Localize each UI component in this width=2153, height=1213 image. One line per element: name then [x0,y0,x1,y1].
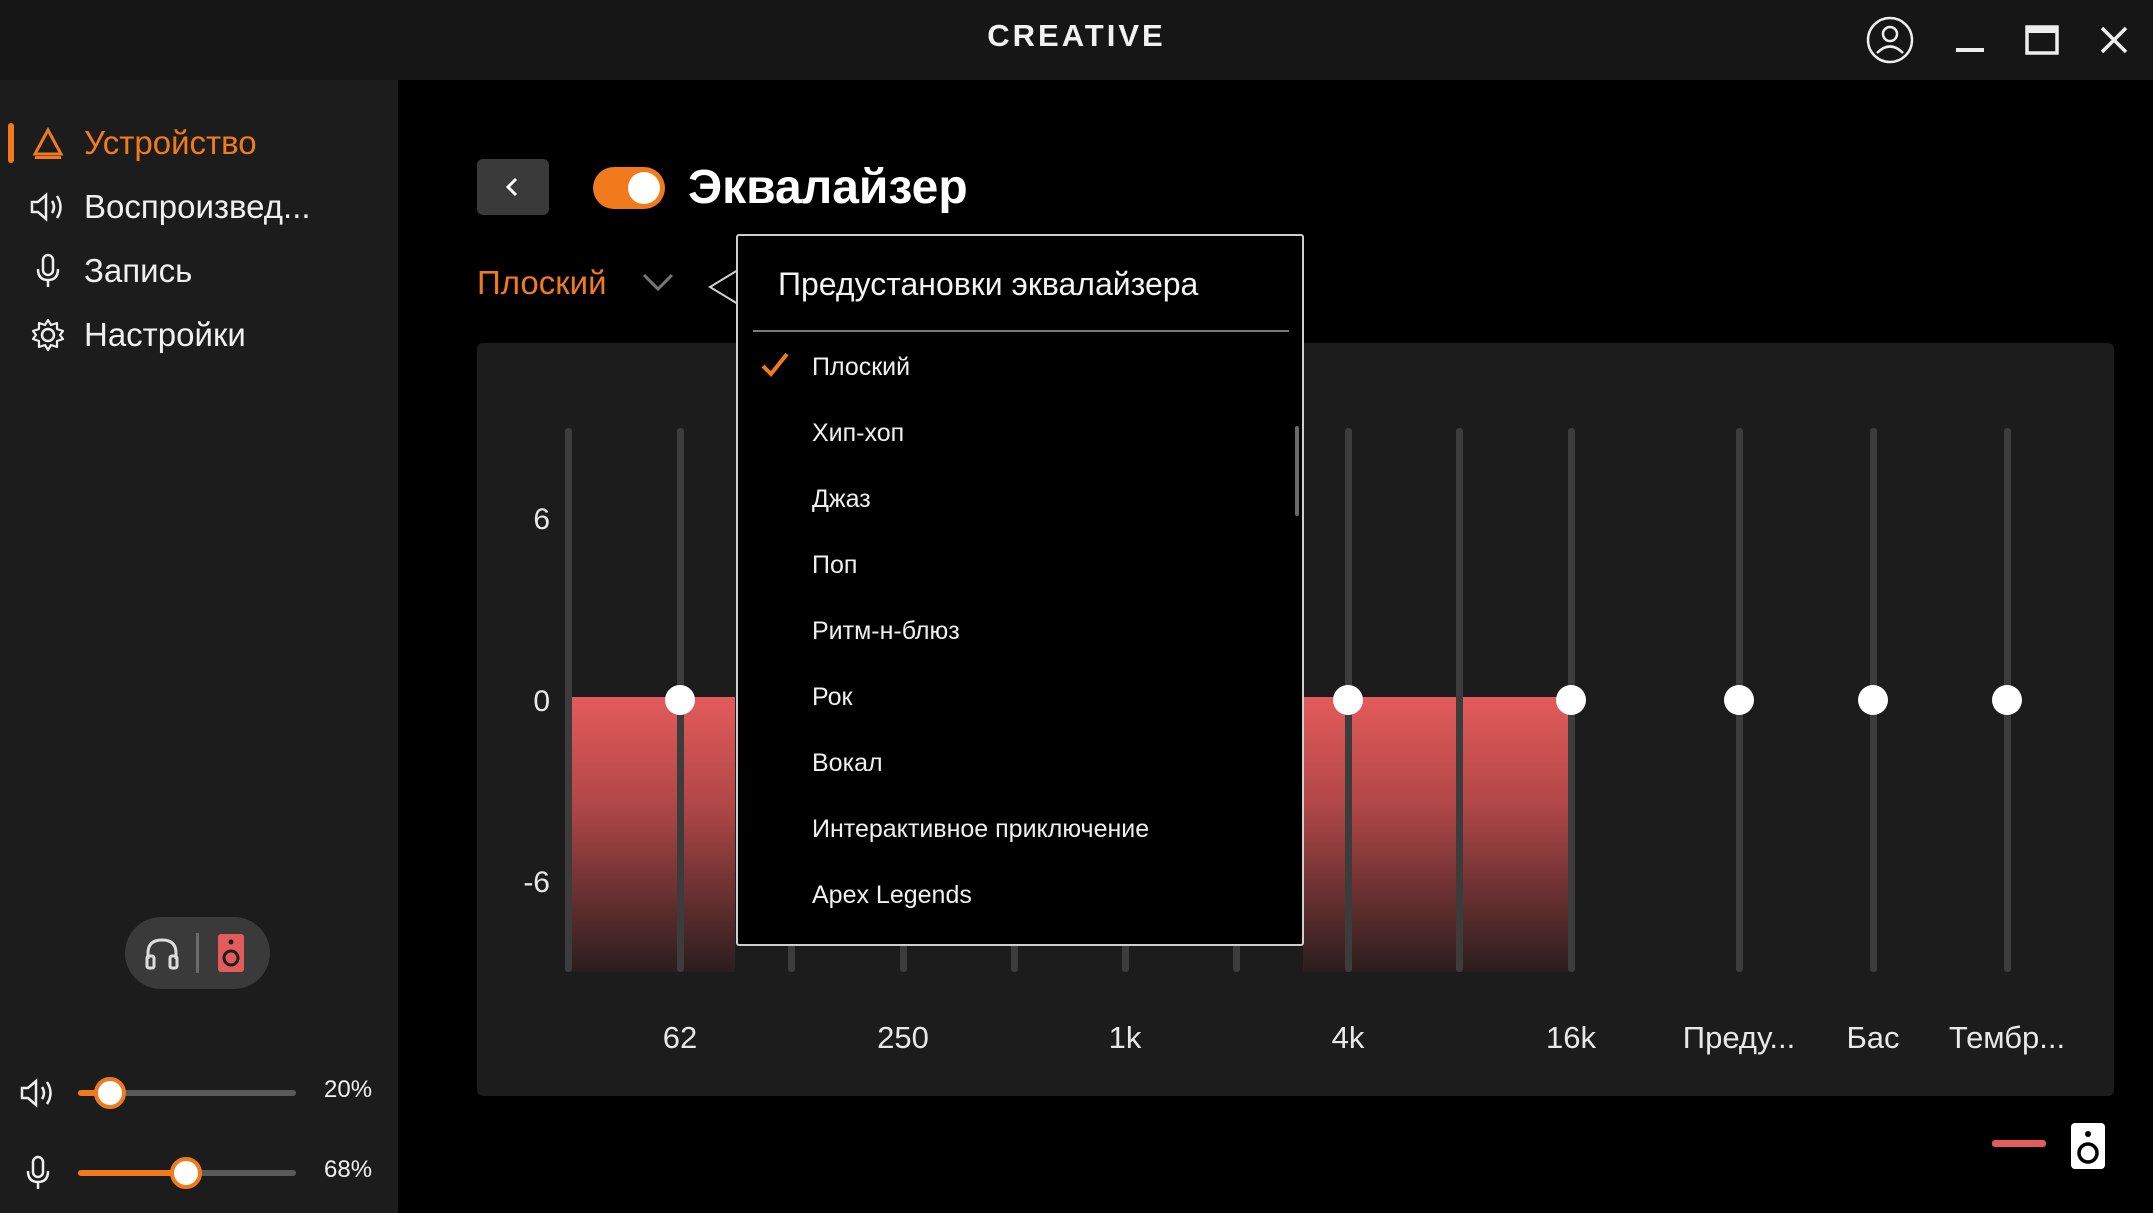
active-output-indicator [1992,1140,2046,1147]
mic-slider-row: 68% [0,1148,398,1198]
dropdown-separator [753,330,1289,332]
eq-response-fill-left [568,697,735,972]
user-icon[interactable] [1862,12,1918,68]
checkmark-icon [761,352,789,377]
active-indicator [8,123,14,163]
preset-option[interactable]: Рок [738,664,1302,730]
microphone-icon [28,251,68,291]
preset-dropdown: Предустановки эквалайзера Плоский Хип-хоп… [736,234,1304,946]
eq-band-3-label: 250 [877,1020,929,1055]
speaker-box-icon[interactable] [2068,1120,2108,1172]
sidebar: Устройство Воспроизвед... Запись Настрой… [0,80,398,1213]
eq-extra-1-knob[interactable] [1858,685,1888,715]
sidebar-item-playback[interactable]: Воспроизвед... [0,177,398,237]
preset-option[interactable]: Хип-хоп [738,400,1302,466]
sidebar-item-label: Запись [84,252,193,289]
chevron-left-icon [505,177,518,197]
maximize-icon[interactable] [2014,12,2070,68]
preset-option[interactable]: Джаз [738,466,1302,532]
sidebar-item-label: Настройки [84,316,246,353]
eq-extra-0-label: Преду... [1682,1020,1796,1055]
preset-option[interactable]: Интерактивное приключение [738,796,1302,862]
mic-fill [78,1170,187,1176]
preset-option-label: Джаз [812,485,871,513]
minimize-icon[interactable] [1942,12,1998,68]
speaker-icon [28,187,68,227]
sidebar-item-device[interactable]: Устройство [0,113,398,173]
eq-extra-2-label: Тембр... [1948,1020,2066,1055]
speaker-icon [18,1073,58,1113]
volume-slider[interactable] [78,1077,296,1109]
page-title: Эквалайзер [688,161,968,214]
preset-selector[interactable]: Плоский [477,264,607,301]
volume-slider-row: 20% [0,1068,398,1118]
eq-response-fill-right [1303,697,1571,972]
preset-option-label: Вокал [812,749,883,777]
preset-option-label: Apex Legends [812,881,972,909]
dropdown-scrollbar[interactable] [1295,426,1299,516]
preset-option[interactable]: Вокал [738,730,1302,796]
volume-knob[interactable] [93,1077,126,1109]
switch-divider [196,933,199,973]
preset-option-label: Рок [812,683,853,711]
gear-icon [28,315,68,355]
preset-option-label: Поп [812,551,858,579]
mic-percent: 68% [324,1156,373,1183]
title-bar: CREATIVE [0,0,2153,80]
db-label-plus6: 6 [533,503,550,536]
creative-logo: CREATIVE [987,18,1166,53]
eq-band-9-knob[interactable] [1556,685,1586,715]
eq-band-1-label: 62 [662,1020,698,1055]
preset-option[interactable]: Поп [738,532,1302,598]
eq-band-5-label: 1k [1108,1020,1142,1055]
preset-option[interactable]: Apex Legends [738,862,1302,928]
sidebar-item-recording[interactable]: Запись [0,241,398,301]
sidebar-item-label: Устройство [84,124,257,161]
eq-band-0-track[interactable] [565,428,572,972]
sidebar-item-settings[interactable]: Настройки [0,305,398,365]
eq-band-1-knob[interactable] [665,685,695,715]
eq-band-8-track[interactable] [1456,428,1463,972]
mic-knob[interactable] [170,1157,203,1189]
eq-extra-2-knob[interactable] [1992,685,2022,715]
headphones-icon[interactable] [142,933,182,978]
mic-slider[interactable] [78,1157,296,1189]
speaker-box-icon[interactable] [213,931,249,980]
output-switch[interactable] [125,917,270,989]
equalizer-toggle[interactable] [593,167,665,209]
preset-option-label: Ритм-н-блюз [812,617,960,645]
back-button[interactable] [477,159,549,215]
eq-band-7-knob[interactable] [1333,685,1363,715]
dropdown-title: Предустановки эквалайзера [778,266,1199,302]
preset-option-label: Хип-хоп [812,419,905,447]
close-icon[interactable] [2086,12,2142,68]
eq-band-9-label: 16k [1546,1020,1596,1055]
db-label-zero: 0 [533,685,550,718]
preset-option-label: Плоский [812,353,911,381]
microphone-icon [18,1153,58,1193]
preset-option[interactable]: Ритм-н-блюз [738,598,1302,664]
dropdown-pointer [708,269,739,305]
preset-option-label: Интерактивное приключение [812,815,1150,843]
eq-band-7-label: 4k [1331,1020,1365,1055]
sidebar-item-label: Воспроизвед... [84,188,311,225]
db-label-minus6: -6 [523,866,550,899]
chevron-down-icon[interactable] [640,270,676,294]
eq-extra-0-knob[interactable] [1724,685,1754,715]
volume-percent: 20% [324,1076,373,1103]
preset-option[interactable]: Плоский [738,334,1302,400]
eq-extra-1-label: Бас [1846,1020,1900,1055]
device-icon [28,123,68,163]
